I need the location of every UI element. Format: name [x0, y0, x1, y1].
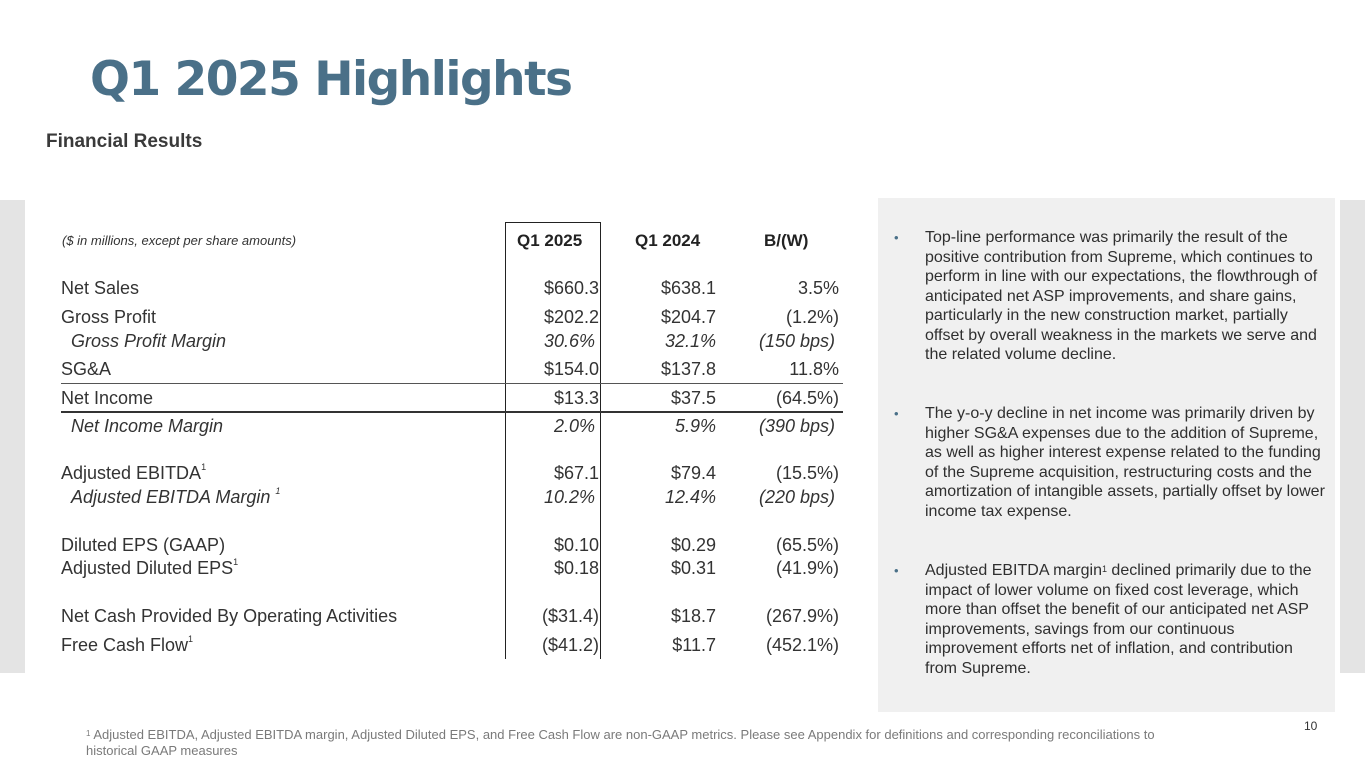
value-q1-2024: $0.29 [670, 535, 716, 555]
column-header-q1-2025: Q1 2025 [517, 231, 583, 250]
left-gray-band [0, 200, 25, 673]
row-label: Net Income [61, 388, 154, 408]
footnote-text: Adjusted EBITDA, Adjusted EBITDA margin,… [86, 727, 1155, 758]
financial-table-background [25, 200, 855, 673]
value-change: (150 bps) [758, 331, 835, 351]
row-label-text: Free Cash Flow [61, 635, 189, 655]
table-row-sga: SG&A $154.0 $137.8 11.8% [61, 359, 843, 383]
bullet-dot-icon: • [894, 230, 899, 245]
value-q1-2024: 5.9% [674, 416, 716, 436]
value-q1-2024: $204.7 [660, 307, 716, 327]
value-change: (65.5%) [775, 535, 839, 555]
footnote-marker: 1 [201, 462, 207, 472]
value-change: (41.9%) [775, 558, 839, 578]
row-label: Net Sales [61, 278, 140, 298]
footnote-marker: 1 [233, 557, 239, 567]
row-label-text: Adjusted Diluted EPS [61, 558, 234, 578]
table-row-adjusted-diluted-eps: Adjusted Diluted EPS1 $0.18 $0.31 (41.9%… [61, 557, 843, 582]
bullet-dot-icon: • [894, 406, 899, 421]
value-q1-2025: $0.10 [553, 535, 599, 555]
divider-line [61, 383, 843, 384]
value-change: 3.5% [797, 278, 839, 298]
value-q1-2024: 32.1% [664, 331, 716, 351]
value-q1-2024: $638.1 [660, 278, 716, 298]
value-change: (64.5%) [775, 388, 839, 408]
value-q1-2025: 30.6% [543, 331, 595, 351]
bullet-text: The y-o-y decline in net income was prim… [925, 405, 1325, 520]
q1-2025-column-highlight [505, 222, 601, 659]
footnote: 1 Adjusted EBITDA, Adjusted EBITDA margi… [86, 727, 1166, 759]
value-change: (15.5%) [775, 463, 839, 483]
value-change: (452.1%) [765, 635, 839, 655]
value-q1-2025: $202.2 [543, 307, 599, 327]
divider-line [61, 411, 843, 413]
bullet-text-start: Adjusted EBITDA margin [925, 562, 1102, 579]
table-row-net-income: Net Income $13.3 $37.5 (64.5%) [61, 388, 843, 412]
column-header-q1-2024: Q1 2024 [635, 231, 701, 250]
row-label: Diluted EPS (GAAP) [61, 535, 226, 555]
bullet-dot-icon: • [894, 563, 899, 578]
row-label-text: Adjusted EBITDA Margin [71, 487, 276, 507]
section-subtitle: Financial Results [46, 131, 203, 152]
value-q1-2024: $137.8 [660, 359, 716, 379]
value-change: (267.9%) [765, 606, 839, 626]
row-label: Adjusted Diluted EPS1 [61, 557, 239, 579]
value-q1-2025: 10.2% [543, 487, 595, 507]
commentary-bullet: • Adjusted EBITDA margin1 declined prima… [894, 561, 1325, 678]
row-label: Net Income Margin [71, 416, 224, 436]
value-change: (220 bps) [758, 487, 835, 507]
value-q1-2025: $0.18 [553, 558, 599, 578]
table-row-net-sales: Net Sales $660.3 $638.1 3.5% [61, 278, 843, 302]
value-q1-2025: $67.1 [553, 463, 599, 483]
table-row-free-cash-flow: Free Cash Flow1 ($41.2) $11.7 (452.1%) [61, 634, 843, 659]
footnote-marker: 1 [275, 486, 281, 496]
value-change: (390 bps) [758, 416, 835, 436]
value-q1-2025: $13.3 [553, 388, 599, 408]
table-row-adjusted-ebitda: Adjusted EBITDA1 $67.1 $79.4 (15.5%) [61, 462, 843, 487]
value-q1-2024: $18.7 [670, 606, 716, 626]
value-change: (1.2%) [785, 307, 839, 327]
row-label-text: Adjusted EBITDA [61, 463, 202, 483]
bullet-text-end: declined primarily due to the impact of … [925, 562, 1312, 677]
footnote-marker: 1 [188, 634, 194, 644]
value-q1-2024: $0.31 [670, 558, 716, 578]
value-q1-2025: ($41.2) [541, 635, 599, 655]
table-row-net-income-margin: Net Income Margin 2.0% 5.9% (390 bps) [61, 416, 843, 440]
row-label: Net Cash Provided By Operating Activitie… [61, 606, 398, 626]
row-label: Adjusted EBITDA Margin 1 [71, 486, 281, 508]
column-header-better-worse: B/(W) [764, 231, 809, 250]
page-title: Q1 2025 Highlights [90, 52, 573, 107]
value-change: 11.8% [789, 359, 839, 379]
page-number: 10 [1304, 719, 1318, 733]
value-q1-2024: $37.5 [670, 388, 716, 408]
commentary-panel: • Top-line performance was primarily the… [878, 198, 1335, 712]
value-q1-2024: 12.4% [664, 487, 716, 507]
commentary-bullet: • The y-o-y decline in net income was pr… [894, 404, 1325, 521]
right-gray-band [1340, 200, 1365, 673]
table-row-diluted-eps: Diluted EPS (GAAP) $0.10 $0.29 (65.5%) [61, 535, 843, 559]
row-label: Gross Profit Margin [71, 331, 227, 351]
bullet-text: Top-line performance was primarily the r… [925, 229, 1318, 363]
value-q1-2025: ($31.4) [541, 606, 599, 626]
value-q1-2024: $11.7 [672, 635, 716, 655]
commentary-bullet: • Top-line performance was primarily the… [894, 228, 1325, 365]
value-q1-2024: $79.4 [670, 463, 716, 483]
row-label: SG&A [61, 359, 112, 379]
footnote-marker: 1 [86, 729, 91, 738]
value-q1-2025: $660.3 [543, 278, 599, 298]
row-label: Gross Profit [61, 307, 157, 327]
value-q1-2025: $154.0 [543, 359, 599, 379]
row-label: Free Cash Flow1 [61, 634, 194, 656]
table-row-gross-profit-margin: Gross Profit Margin 30.6% 32.1% (150 bps… [61, 331, 843, 355]
footnote-marker: 1 [1101, 564, 1107, 574]
row-label: Adjusted EBITDA1 [61, 462, 207, 484]
table-row-adjusted-ebitda-margin: Adjusted EBITDA Margin 1 10.2% 12.4% (22… [61, 486, 843, 511]
table-row-operating-cash-flow: Net Cash Provided By Operating Activitie… [61, 606, 843, 630]
table-units-note: ($ in millions, except per share amounts… [62, 233, 297, 248]
value-q1-2025: 2.0% [553, 416, 595, 436]
table-row-gross-profit: Gross Profit $202.2 $204.7 (1.2%) [61, 307, 843, 331]
